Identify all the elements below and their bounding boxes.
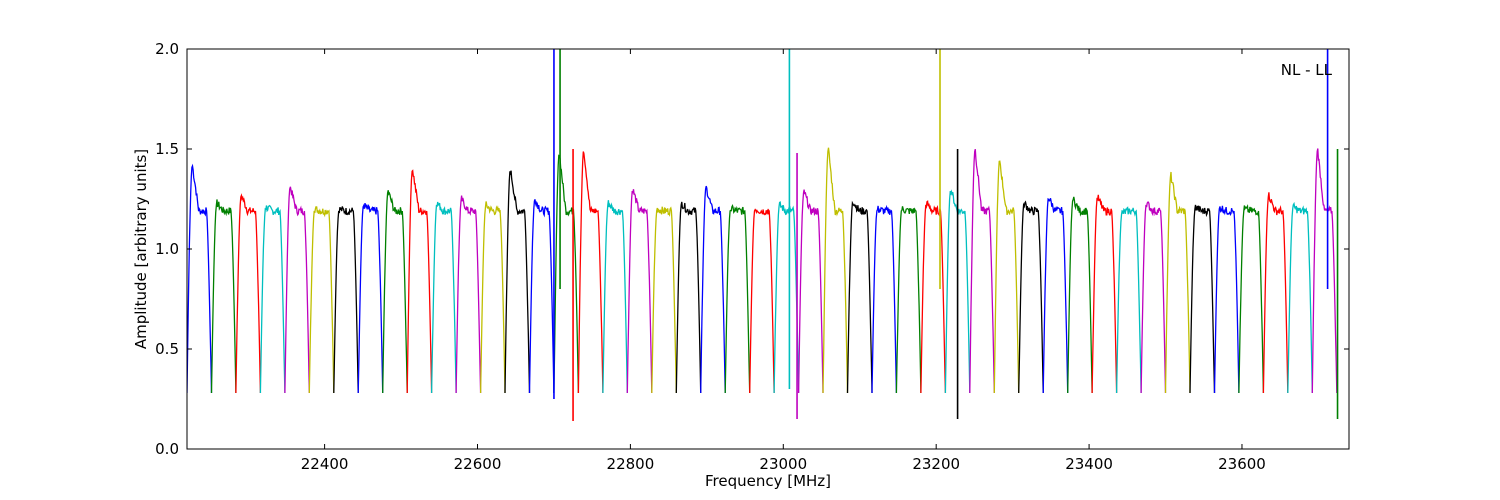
series-line-35 <box>1018 200 1044 394</box>
series-line-11 <box>430 201 457 394</box>
series-line-18 <box>602 200 628 394</box>
series-line-38 <box>1091 194 1118 394</box>
y-tick-label: 1.0 <box>155 240 179 258</box>
series-line-40 <box>1140 201 1167 394</box>
y-tick-label: 0.0 <box>155 440 179 458</box>
series-line-39 <box>1115 206 1142 394</box>
series-line-33 <box>969 149 995 394</box>
series-line-20 <box>651 206 677 394</box>
series-line-34 <box>993 160 1020 394</box>
x-tick-label: 22400 <box>301 455 349 473</box>
series-line-24 <box>749 208 775 394</box>
series-line-4 <box>259 204 286 394</box>
series-line-10 <box>406 169 433 394</box>
series-line-31 <box>920 200 947 394</box>
series-line-15 <box>528 199 555 394</box>
series-line-23 <box>724 204 751 394</box>
series-line-8 <box>357 202 384 394</box>
series-line-29 <box>871 204 898 394</box>
y-tick-label: 0.5 <box>155 340 179 358</box>
series-line-37 <box>1067 196 1093 394</box>
series-line-36 <box>1042 197 1069 394</box>
series-line-26 <box>797 189 824 394</box>
series-line-1 <box>187 163 213 394</box>
x-tick-label: 23600 <box>1218 455 1266 473</box>
y-axis-label: Amplitude [arbitrary units] <box>132 149 150 349</box>
series-line-21 <box>675 201 702 394</box>
series-line-22 <box>700 185 726 394</box>
series-line-6 <box>308 206 335 394</box>
series-line-30 <box>895 206 922 394</box>
series-line-44 <box>1238 204 1265 394</box>
x-axis-label: Frequency [MHz] <box>705 472 831 490</box>
series-line-14 <box>504 170 531 394</box>
axis-ticks: 22400 22600 22800 23000 23200 23400 23600 0.0 0.… <box>155 40 1349 473</box>
series-line-16 <box>553 154 580 394</box>
series-line-47 <box>1311 148 1338 394</box>
series-line-12 <box>455 195 482 394</box>
series-line-3 <box>235 193 262 394</box>
series-line-25 <box>773 201 800 394</box>
spike-lines <box>553 49 1339 421</box>
y-tick-label: 1.5 <box>155 140 179 158</box>
series-line-45 <box>1262 192 1289 394</box>
series-line-42 <box>1189 204 1216 394</box>
series-line-27 <box>822 147 849 394</box>
series-line-46 <box>1287 201 1313 394</box>
series-line-5 <box>284 186 310 394</box>
x-tick-label: 22800 <box>607 455 655 473</box>
annotation-label: NL - LL <box>1281 61 1333 79</box>
series-lines <box>187 147 1338 394</box>
x-tick-label: 23000 <box>759 455 807 473</box>
series-line-13 <box>479 201 506 394</box>
x-tick-label: 23200 <box>912 455 960 473</box>
y-tick-label: 2.0 <box>155 40 179 58</box>
series-line-2 <box>210 199 237 394</box>
series-line-41 <box>1164 171 1191 394</box>
series-line-9 <box>382 190 408 394</box>
series-line-43 <box>1213 205 1240 394</box>
x-tick-label: 22600 <box>454 455 502 473</box>
series-line-17 <box>577 151 604 394</box>
series-line-19 <box>626 189 653 394</box>
series-line-28 <box>846 200 873 394</box>
x-tick-label: 23400 <box>1065 455 1113 473</box>
series-line-7 <box>333 206 359 394</box>
